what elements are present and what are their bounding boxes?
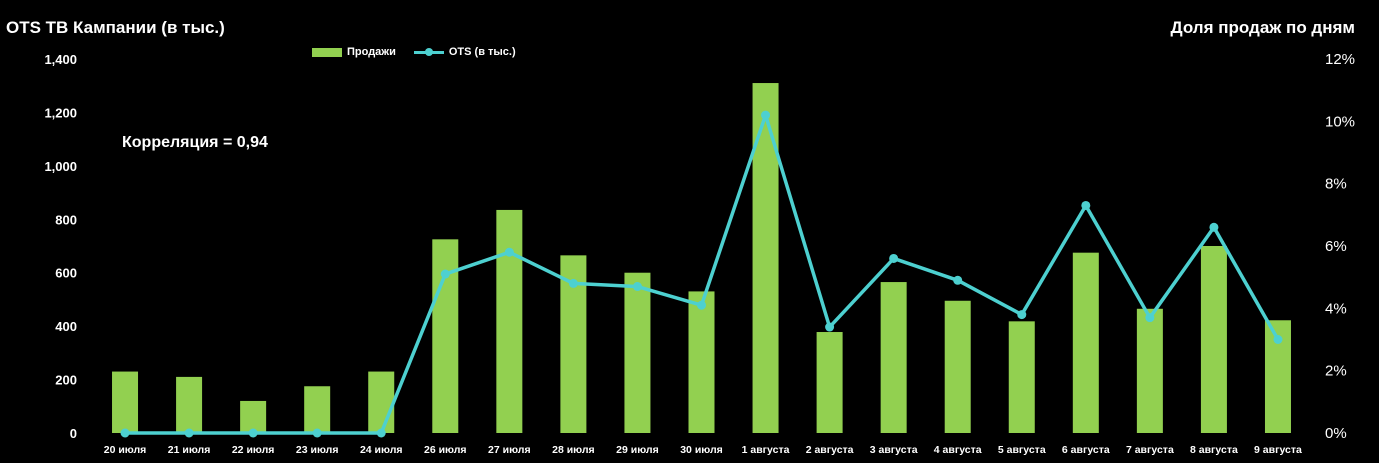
y-tick-label: 0 bbox=[70, 426, 77, 441]
y2-tick-label: 4% bbox=[1325, 300, 1347, 317]
point-ots bbox=[1081, 200, 1091, 210]
bar-sales bbox=[176, 376, 203, 433]
point-ots bbox=[1017, 310, 1027, 320]
bar-sales bbox=[432, 239, 459, 433]
legend-swatch-bar bbox=[312, 47, 342, 57]
x-tick-label: 20 июля bbox=[104, 444, 147, 456]
point-ots bbox=[120, 428, 130, 438]
bar-sales bbox=[496, 209, 523, 433]
bar-sales bbox=[1072, 252, 1099, 433]
y-tick-label: 400 bbox=[55, 319, 77, 334]
correlation-annotation: Корреляция = 0,94 bbox=[122, 134, 268, 151]
bar-sales bbox=[112, 371, 139, 433]
point-ots bbox=[376, 428, 386, 438]
bar-sales bbox=[1200, 246, 1227, 433]
point-ots bbox=[761, 110, 771, 120]
y2-tick-label: 2% bbox=[1325, 363, 1347, 380]
point-ots bbox=[184, 428, 194, 438]
bar-sales bbox=[624, 272, 651, 433]
x-tick-label: 23 июля bbox=[296, 444, 339, 456]
x-tick-label: 22 июля bbox=[232, 444, 275, 456]
bar-sales bbox=[944, 300, 971, 433]
y2-tick-label: 10% bbox=[1325, 113, 1355, 130]
bar-sales bbox=[1008, 321, 1035, 433]
point-ots bbox=[1209, 222, 1219, 232]
point-ots bbox=[825, 322, 835, 332]
bar-sales bbox=[368, 371, 395, 433]
legend-item-ots: OTS (в тыс.) bbox=[413, 46, 516, 58]
point-ots bbox=[889, 253, 899, 263]
point-ots bbox=[632, 282, 642, 292]
right-axis-title: Доля продаж по дням bbox=[1170, 18, 1356, 37]
x-tick-label: 7 августа bbox=[1126, 444, 1174, 456]
bar-sales bbox=[752, 83, 779, 434]
point-ots bbox=[697, 300, 706, 310]
bar-sales bbox=[880, 282, 907, 433]
x-tick-label: 5 августа bbox=[998, 444, 1046, 456]
x-tick-label: 26 июля bbox=[424, 444, 467, 456]
y-tick-label: 200 bbox=[55, 373, 77, 388]
y2-tick-label: 0% bbox=[1325, 425, 1347, 442]
x-tick-label: 3 августа bbox=[870, 444, 918, 456]
bar-sales bbox=[304, 386, 331, 433]
x-tick-label: 28 июля bbox=[552, 444, 595, 456]
point-ots bbox=[248, 428, 258, 438]
legend-label-sales: Продажи bbox=[347, 46, 396, 58]
y-tick-label: 800 bbox=[55, 212, 77, 227]
legend-item-sales: Продажи bbox=[312, 46, 396, 58]
y2-tick-label: 6% bbox=[1325, 238, 1347, 255]
legend-swatch-line bbox=[413, 47, 444, 57]
legend: Продажи OTS (в тыс.) bbox=[312, 46, 534, 58]
x-tick-label: 9 августа bbox=[1254, 444, 1302, 456]
point-ots bbox=[504, 247, 514, 257]
point-ots bbox=[1273, 335, 1283, 344]
x-tick-label: 29 июля bbox=[616, 444, 659, 456]
x-tick-label: 4 августа bbox=[934, 444, 982, 456]
bar-sales bbox=[688, 291, 715, 433]
y-tick-label: 1,000 bbox=[44, 159, 77, 174]
y2-tick-label: 8% bbox=[1325, 176, 1347, 193]
x-tick-label: 1 августа bbox=[742, 444, 790, 456]
point-ots bbox=[440, 269, 450, 279]
y-tick-label: 600 bbox=[55, 266, 77, 281]
x-tick-label: 30 июля bbox=[680, 444, 723, 456]
y-tick-label: 1,400 bbox=[44, 52, 77, 67]
y2-tick-label: 12% bbox=[1325, 51, 1355, 68]
y-tick-label: 1,200 bbox=[44, 105, 77, 120]
x-tick-label: 27 июля bbox=[488, 444, 531, 456]
bar-sales bbox=[1136, 308, 1163, 433]
point-ots bbox=[1145, 313, 1155, 323]
bar-sales bbox=[240, 400, 267, 433]
point-ots bbox=[312, 428, 322, 438]
legend-label-ots: OTS (в тыс.) bbox=[448, 46, 516, 58]
point-ots bbox=[568, 278, 578, 288]
x-tick-label: 21 июля bbox=[168, 444, 211, 456]
x-tick-label: 2 августа bbox=[806, 444, 854, 456]
chart-title: OTS ТВ Кампании (в тыс.) bbox=[6, 18, 225, 37]
bar-sales bbox=[816, 332, 843, 433]
point-ots bbox=[953, 275, 963, 285]
x-tick-label: 6 августа bbox=[1062, 444, 1110, 456]
x-tick-label: 8 августа bbox=[1190, 444, 1238, 456]
x-tick-label: 24 июля bbox=[360, 444, 403, 456]
